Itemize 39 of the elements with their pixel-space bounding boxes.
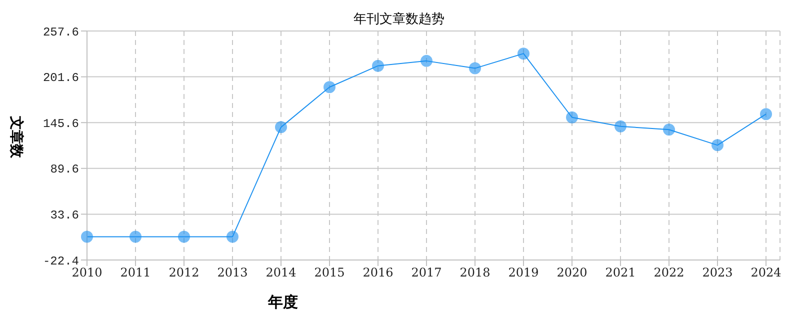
x-tick-label: 2010 xyxy=(72,266,102,280)
y-tick-label: -22.4 xyxy=(42,254,79,268)
point xyxy=(712,139,724,152)
x-tick-label: 2019 xyxy=(508,266,539,280)
point xyxy=(469,62,481,74)
x-tick-label: 2018 xyxy=(460,266,490,280)
y-tick-label: 201.6 xyxy=(42,71,79,86)
y-tick-label: 89.6 xyxy=(50,162,79,177)
x-tick-label: 2013 xyxy=(217,266,248,280)
chart-title: 年刊文章数趋势 xyxy=(354,12,444,27)
point xyxy=(324,81,336,94)
point xyxy=(566,111,578,124)
point xyxy=(81,230,93,243)
x-tick-label: 2024 xyxy=(750,266,782,280)
x-tick-label: 2017 xyxy=(411,266,442,280)
point xyxy=(518,48,530,60)
x-tick-label: 2021 xyxy=(605,266,636,280)
point xyxy=(130,230,142,243)
point xyxy=(372,60,384,72)
point xyxy=(226,230,238,243)
x-tick-label: 2022 xyxy=(654,266,684,280)
x-tick-label: 2023 xyxy=(702,266,733,280)
y-tick-label: 145.6 xyxy=(42,116,79,131)
point xyxy=(178,230,190,243)
point xyxy=(420,54,432,67)
y-tick-label: 33.6 xyxy=(50,208,79,222)
x-tick-label: 2016 xyxy=(362,266,394,280)
point xyxy=(663,124,675,136)
x-tick-label: 2012 xyxy=(168,266,200,280)
y-axis-title: 文章数 xyxy=(7,115,25,160)
y-tick-label: 257.6 xyxy=(42,25,79,40)
x-tick-label: 2015 xyxy=(314,266,345,280)
point xyxy=(614,120,626,132)
x-tick-label: 2011 xyxy=(120,266,151,280)
x-tick-label: 2014 xyxy=(266,266,297,280)
x-tick-label: 2020 xyxy=(556,266,588,280)
point xyxy=(760,108,772,120)
x-axis-title: 年度 xyxy=(268,293,298,312)
point xyxy=(275,121,287,134)
